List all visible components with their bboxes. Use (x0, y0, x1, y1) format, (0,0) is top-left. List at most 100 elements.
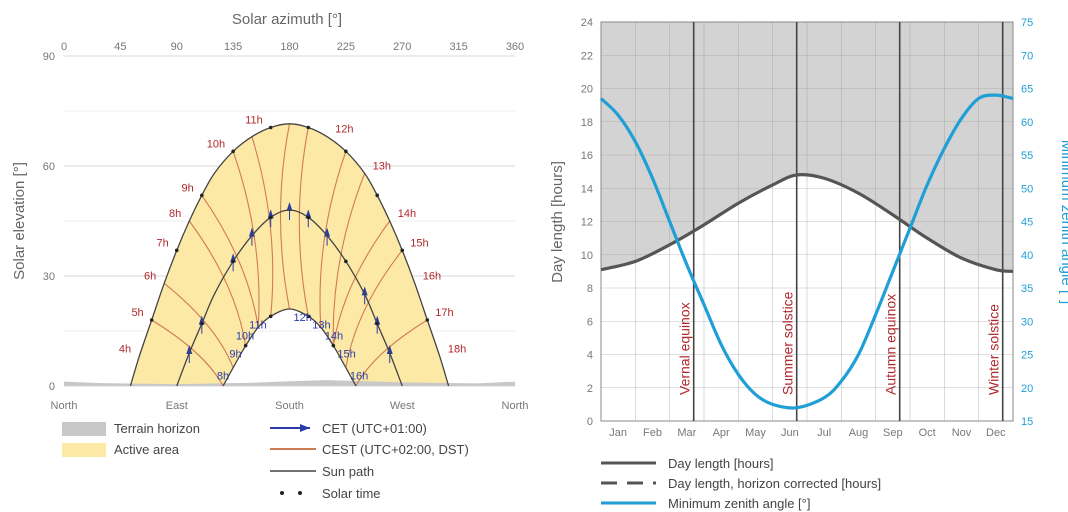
solar-time-dot (149, 318, 154, 322)
summer-hour-label: 14h (398, 208, 416, 220)
cest-hour-line (319, 151, 347, 328)
legend-active-area: Active area (114, 442, 180, 457)
solar-time-dot (231, 259, 235, 264)
direction-tick-label: East (166, 400, 188, 412)
solar-time-dot (306, 215, 311, 220)
winter-hour-label: 16h (350, 371, 368, 383)
winter-hour-label: 11h (249, 319, 267, 331)
equinox-sun-path (176, 209, 403, 387)
month-tick-label: Dec (986, 427, 1006, 439)
solar-time-dot (375, 321, 379, 326)
sun-path-chart: Solar azimuth [°] Solar elevation [°] 0 4… (11, 11, 528, 412)
direction-tick-label: South (275, 400, 304, 412)
cest-hour-line (332, 220, 391, 346)
cest-hour-line (345, 249, 403, 368)
event-label: Autumn equinox (883, 294, 899, 395)
cet-arrow-icon (361, 286, 368, 296)
zenith-tick-label: 55 (1021, 150, 1033, 162)
solar-time-dot (231, 149, 235, 154)
direction-tick-label: West (390, 400, 415, 412)
day-length-tick-label: 22 (581, 50, 593, 62)
solar-time-dot (268, 125, 273, 130)
azimuth-tick-label: 270 (393, 41, 411, 53)
elevation-axis-title: Solar elevation [°] (11, 162, 28, 280)
zenith-tick-label: 50 (1021, 183, 1033, 195)
summer-hour-label: 7h (157, 237, 169, 249)
zenith-tick-label: 15 (1021, 416, 1033, 428)
cet-arrow-icon (374, 315, 381, 325)
solar-time-dot (400, 248, 405, 253)
day-length-tick-label: 14 (581, 183, 593, 195)
cest-hour-line (151, 319, 224, 387)
zenith-tick-label: 40 (1021, 250, 1033, 262)
day-length-tick-label: 10 (581, 250, 593, 262)
azimuth-axis-title: Solar azimuth [°] (232, 11, 342, 28)
month-tick-label: Jan (609, 427, 627, 439)
summer-hour-label: 13h (373, 160, 391, 172)
winter-hour-label: 14h (325, 330, 343, 342)
summer-hour-label: 16h (423, 270, 441, 282)
azimuth-tick-label: 45 (114, 41, 126, 53)
direction-tick-label: North (51, 400, 78, 412)
winter-sun-path (222, 308, 357, 387)
cest-hour-line (355, 319, 428, 387)
day-length-tick-label: 2 (587, 383, 593, 395)
direction-tick-label: North (502, 400, 529, 412)
zenith-tick-label: 75 (1021, 17, 1033, 29)
elevation-tick-label: 0 (49, 381, 55, 393)
legend-sun-path: Sun path (322, 464, 374, 479)
active-area-swatch (62, 443, 106, 457)
winter-hour-label: 9h (229, 349, 241, 361)
event-label: Summer solstice (780, 291, 796, 395)
day-length-tick-label: 0 (587, 416, 593, 428)
day-length-tick-label: 20 (581, 84, 593, 96)
month-tick-label: May (745, 427, 766, 439)
cest-hour-line (279, 123, 291, 310)
legend-terrain-horizon: Terrain horizon (114, 421, 200, 436)
azimuth-tick-label: 360 (506, 41, 524, 53)
solar-time-dot (268, 314, 273, 319)
cet-arrow-icon (286, 202, 293, 211)
legend-zenith: Minimum zenith angle [°] (668, 496, 810, 511)
azimuth-tick-label: 0 (61, 41, 67, 53)
left-tick-labels: 0 45 90 135 180 225 270 315 360 North East South Wes… (43, 41, 529, 412)
month-tick-label: Jul (817, 427, 831, 439)
month-tick-label: Nov (952, 427, 972, 439)
cest-hour-line (332, 173, 366, 346)
day-length-tick-label: 8 (587, 283, 593, 295)
zenith-tick-label: 60 (1021, 117, 1033, 129)
summer-hour-label: 9h (182, 182, 194, 194)
azimuth-tick-label: 90 (171, 41, 183, 53)
cet-arrow-icon (300, 424, 310, 432)
zenith-tick-label: 25 (1021, 350, 1033, 362)
zenith-angle-line (599, 93, 1014, 410)
cet-arrow-icon (386, 345, 393, 354)
solar-time-dot (174, 248, 179, 253)
zenith-tick-label: 45 (1021, 217, 1033, 229)
legend-solar-time: Solar time (322, 486, 381, 501)
solar-time-dot (306, 314, 311, 319)
solar-time-dot (200, 321, 204, 326)
zenith-tick-label: 30 (1021, 316, 1033, 328)
event-label: Vernal equinox (677, 302, 693, 395)
winter-hour-label: 13h (312, 319, 330, 331)
summer-hour-label: 6h (144, 270, 156, 282)
zenith-tick-label: 20 (1021, 383, 1033, 395)
summer-hour-label: 8h (169, 208, 181, 220)
summer-hour-label: 11h (245, 115, 263, 127)
cest-hour-line (188, 220, 247, 346)
legend-horizon-corrected: Day length, horizon corrected [hours] (668, 476, 881, 491)
summer-hour-label: 17h (435, 307, 453, 319)
solar-time-dot (425, 318, 430, 322)
summer-sun-path (129, 123, 450, 387)
elevation-tick-label: 30 (43, 271, 55, 283)
solar-time-dot-1 (280, 491, 284, 495)
day-plot-frame (600, 21, 1014, 422)
cest-hour-line (163, 282, 234, 368)
legend-cet: CET (UTC+01:00) (322, 421, 427, 436)
solar-time-dot-2 (298, 491, 302, 495)
day-length-legend: Day length [hours] Day length, horizon c… (601, 456, 881, 511)
zenith-tick-label: 35 (1021, 283, 1033, 295)
cest-hour-line (232, 151, 260, 328)
